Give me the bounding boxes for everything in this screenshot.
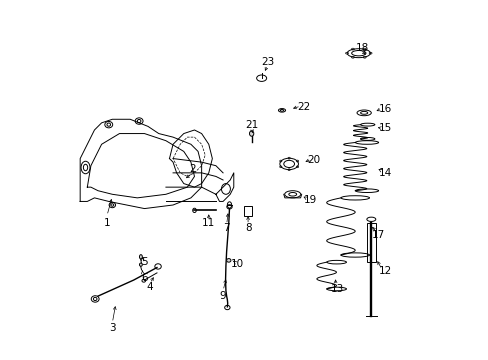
Text: 9: 9	[219, 291, 226, 301]
Text: 16: 16	[378, 104, 391, 113]
Bar	[244, 206, 251, 216]
Text: 11: 11	[202, 218, 215, 228]
Text: 20: 20	[307, 156, 320, 165]
Text: 7: 7	[223, 223, 229, 233]
Text: 23: 23	[261, 57, 274, 67]
Ellipse shape	[139, 255, 142, 259]
Text: 5: 5	[141, 257, 147, 267]
Text: 22: 22	[296, 102, 309, 112]
Text: 10: 10	[230, 259, 244, 269]
Text: 18: 18	[355, 43, 368, 53]
Text: 15: 15	[378, 123, 391, 133]
Text: 4: 4	[146, 282, 153, 292]
Ellipse shape	[249, 131, 253, 136]
Text: 2: 2	[189, 164, 196, 174]
Text: 19: 19	[304, 195, 317, 204]
Text: 8: 8	[244, 223, 251, 233]
Text: 21: 21	[244, 120, 258, 130]
Ellipse shape	[139, 263, 142, 266]
Text: 6: 6	[141, 273, 147, 283]
Text: 13: 13	[330, 284, 343, 294]
Text: 12: 12	[378, 266, 391, 276]
Text: 1: 1	[103, 218, 110, 228]
Bar	[366, 223, 375, 262]
Text: 14: 14	[378, 168, 391, 178]
Text: 17: 17	[371, 230, 384, 240]
Ellipse shape	[226, 258, 230, 262]
Text: 3: 3	[109, 323, 115, 333]
